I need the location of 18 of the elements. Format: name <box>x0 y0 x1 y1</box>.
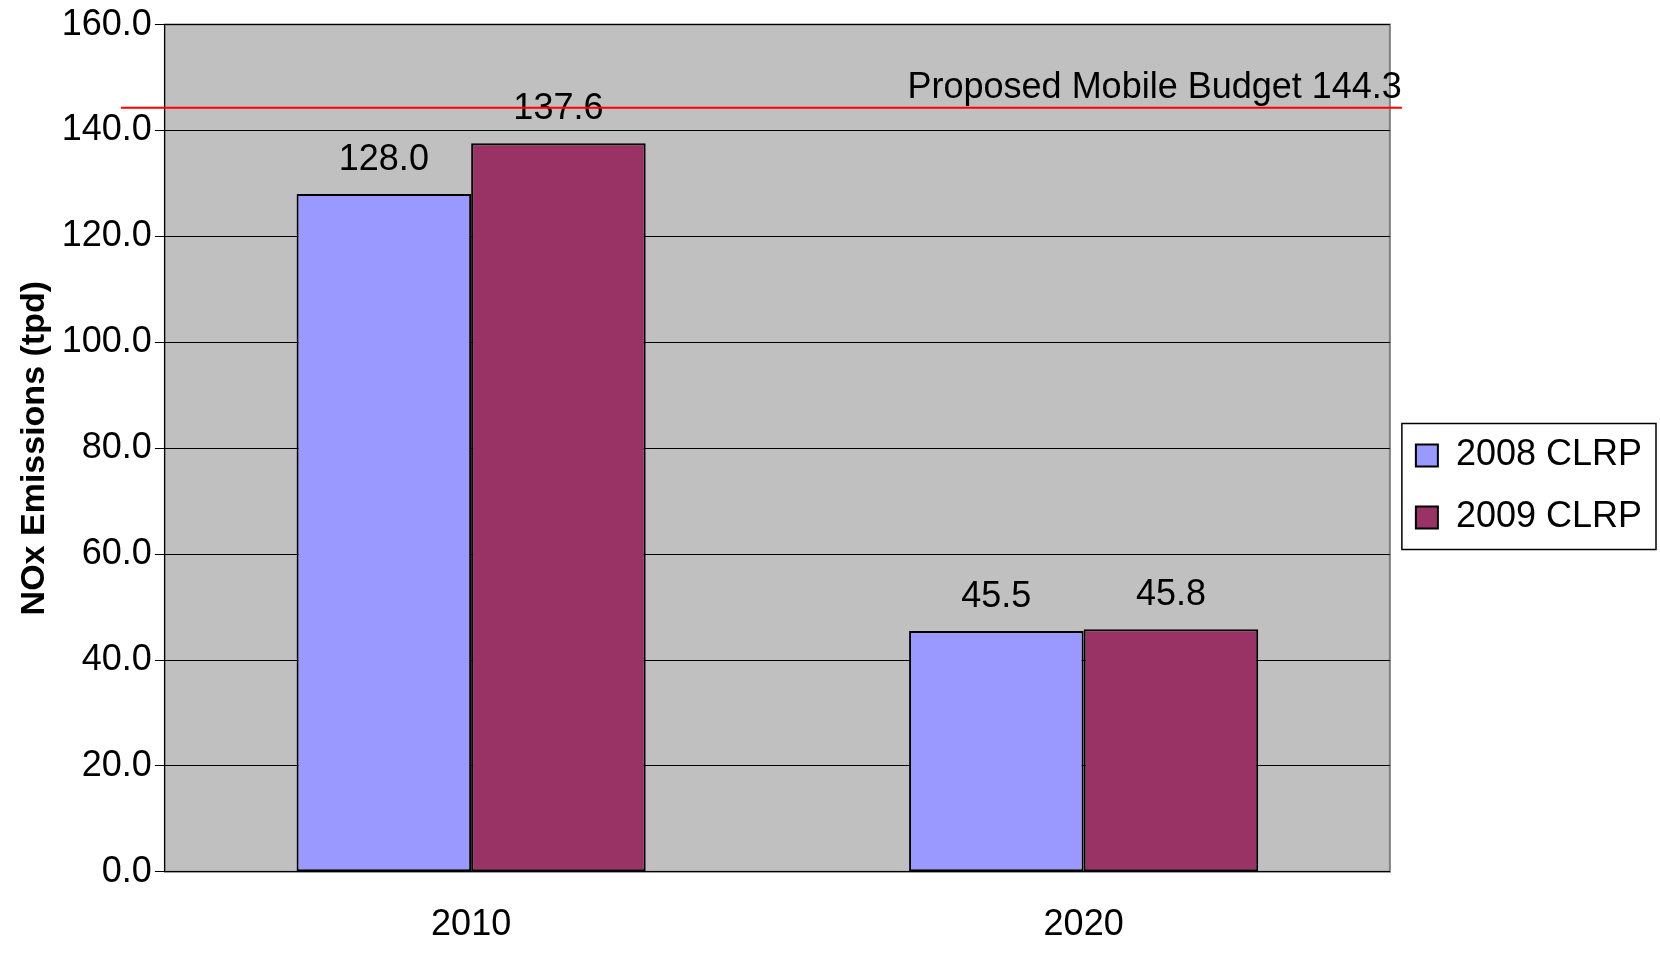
y-tick-label: 140.0 <box>61 107 152 149</box>
x-tick-label: 2020 <box>1043 902 1124 944</box>
data-label: 45.5 <box>961 573 1032 615</box>
y-axis-title: NOx Emissions (tpd) <box>12 281 51 616</box>
ref-line-label: Proposed Mobile Budget 144.3 <box>907 64 1402 106</box>
y-tick-label: 60.0 <box>81 531 152 573</box>
y-tick-label: 40.0 <box>81 636 152 678</box>
data-label: 45.8 <box>1135 572 1206 614</box>
data-label: 128.0 <box>338 136 429 178</box>
y-tick-label: 20.0 <box>81 742 152 784</box>
legend-label: 2008 CLRP <box>1455 432 1643 474</box>
y-tick-label: 120.0 <box>61 213 152 255</box>
y-tick-label: 80.0 <box>81 425 152 467</box>
y-tick-label: 100.0 <box>61 319 152 361</box>
x-tick-label: 2010 <box>431 902 512 944</box>
y-tick-label: 160.0 <box>61 1 152 43</box>
legend-label: 2009 CLRP <box>1455 494 1643 536</box>
y-tick-label: 0.0 <box>101 848 152 890</box>
